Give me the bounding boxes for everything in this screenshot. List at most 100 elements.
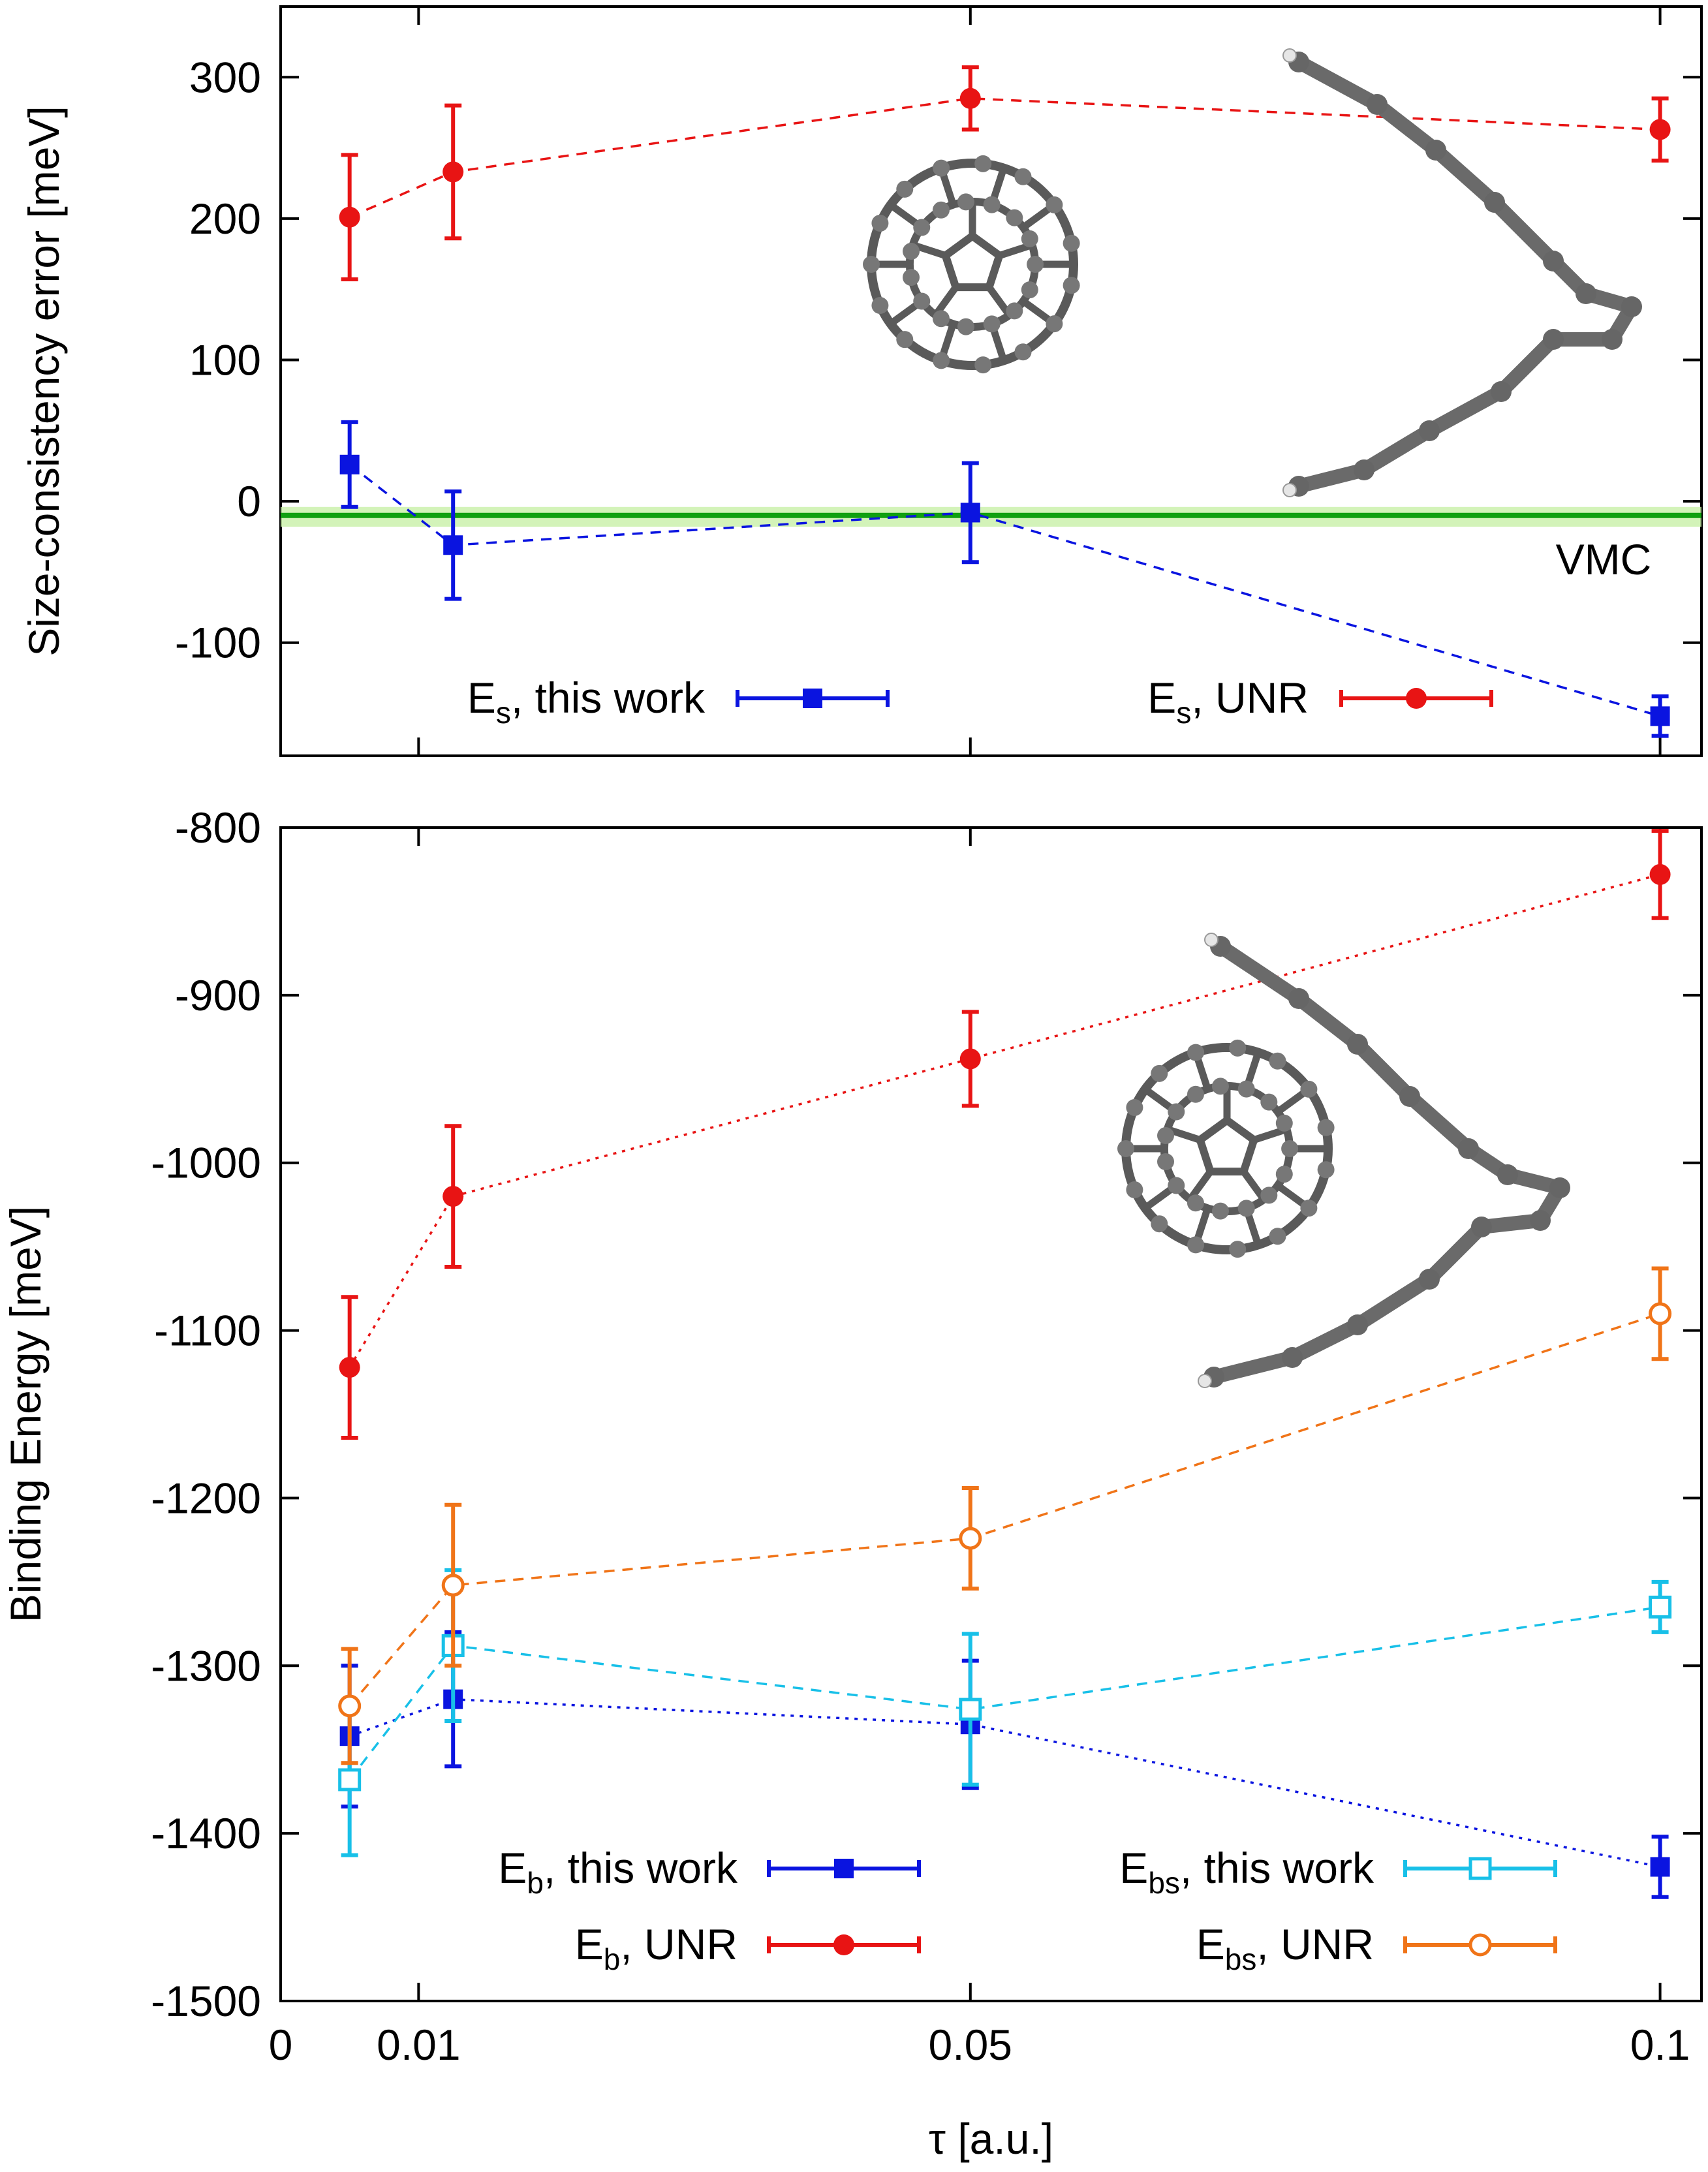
bottom-c60-molecule-atom <box>1126 1181 1143 1199</box>
bottom-c60-molecule-atom <box>1269 1052 1286 1070</box>
e-s-this-work-point <box>443 535 463 555</box>
top-c60-molecule-atom <box>932 201 950 219</box>
bottom-molecule-images <box>1117 933 1570 1388</box>
top-c60-molecule-atom <box>932 310 950 328</box>
bottom-c60-molecule-atom <box>1300 1200 1318 1217</box>
bottom-series-group <box>338 829 1672 1899</box>
top-panel: 300 200 100 0 -100 Size-consistency error [m… <box>20 5 1703 757</box>
bottom-tweezer-molecule-atom <box>1497 1164 1518 1185</box>
bottom-c60-molecule-atom <box>1211 1202 1229 1220</box>
e-s-this-work-line <box>349 463 1661 718</box>
bottom-tweezer-molecule-atom <box>1471 1217 1492 1237</box>
bottom-c60-molecule-atom <box>1157 1153 1174 1170</box>
bottom-ytick-label: -900 <box>175 971 261 1019</box>
top-tweezer-molecule-atom <box>1425 140 1446 161</box>
top-c60-molecule-atom <box>933 159 950 177</box>
bottom-tweezer-molecule-atom <box>1288 988 1309 1009</box>
top-c60-molecule-atom <box>1063 277 1080 294</box>
x-tick-label: 0.1 <box>1630 2021 1690 2069</box>
x-tick-label: 0.01 <box>377 2021 460 2069</box>
e-b-unr-legend-marker <box>833 1934 854 1955</box>
e-s-this-work-legend-marker <box>803 689 822 708</box>
e-s-this-work-legend-label: Es, this work <box>467 674 706 730</box>
e-b-unr-legend-sub: b <box>604 1942 621 1976</box>
top-series-group <box>339 65 1671 738</box>
e-b-unr-legend-main: E <box>575 1920 604 1968</box>
bottom-c60-molecule-atom <box>1187 1085 1204 1103</box>
bottom-ytick-label: -1100 <box>154 1307 261 1355</box>
bottom-plot-frame <box>279 826 1703 2002</box>
top-tweezer-molecule-atom <box>1367 94 1388 115</box>
series-e-bs-unr <box>338 1266 1672 1765</box>
e-bs-unr-legend-label: Ebs, UNR <box>1196 1920 1374 1976</box>
top-c60-molecule-center-pentagon <box>940 231 1004 292</box>
x-tick-label: 0 <box>269 2021 293 2069</box>
bottom-ytick-label: -1500 <box>151 1977 261 2025</box>
top-c60-molecule-atom <box>1046 315 1063 333</box>
bottom-c60-molecule-atom <box>1187 1044 1205 1061</box>
top-c60-molecule-atom <box>1046 196 1063 213</box>
bottom-ytick-label: -1400 <box>151 1809 261 1857</box>
bottom-c60-molecule-atom <box>1260 1093 1278 1111</box>
e-bs-this-work-point <box>1649 1595 1672 1619</box>
bottom-c60-molecule-bond <box>1187 1169 1213 1202</box>
bottom-c60-molecule-atom <box>1317 1161 1335 1179</box>
bottom-c60-molecule-atom <box>1300 1080 1318 1098</box>
e-s-unr-point <box>959 87 981 109</box>
e-bs-this-work-point <box>959 1698 982 1721</box>
top-molecule-images <box>863 48 1642 497</box>
bottom-tweezer-molecule-atom <box>1458 1138 1479 1159</box>
e-s-unr-legend-rest: , UNR <box>1191 674 1309 722</box>
bottom-c60-molecule-atom <box>1237 1200 1255 1217</box>
bottom-c60-molecule-atom <box>1237 1080 1255 1098</box>
x-axis-label: τ [a.u.] <box>929 2115 1053 2163</box>
top-ytick-label: 300 <box>189 53 261 101</box>
top-tweezer-molecule-hydrogen <box>1282 483 1297 497</box>
e-bs-unr-legend-rest: , UNR <box>1256 1920 1374 1968</box>
bottom-tweezer-molecule <box>1198 933 1570 1388</box>
top-c60-molecule-atom <box>957 318 974 335</box>
top-c60-molecule-atom <box>983 315 1001 333</box>
bottom-ytick-label: -1200 <box>151 1474 261 1522</box>
e-bs-unr-legend-main: E <box>1196 1920 1225 1968</box>
top-c60-molecule-atom <box>974 155 992 172</box>
bottom-tweezer-molecule-atom <box>1282 1347 1303 1368</box>
bottom-c60-molecule-atom <box>1151 1064 1168 1082</box>
e-b-unr-point <box>339 1357 360 1378</box>
series-e-s-unr <box>339 65 1671 282</box>
top-c60-molecule-atom <box>1006 302 1023 320</box>
top-legend: Es, this work Es, UNR <box>467 674 1493 730</box>
top-c60-molecule-atom <box>903 243 920 260</box>
top-c60-molecule-atom <box>871 297 889 315</box>
e-bs-this-work-legend-label: Ebs, this work <box>1119 1844 1374 1900</box>
bottom-c60-molecule-atom <box>1275 1114 1293 1132</box>
top-ytick-label: 100 <box>189 336 261 384</box>
bottom-tweezer-molecule-atom <box>1399 1086 1420 1107</box>
e-s-this-work-legend-main: E <box>467 674 496 722</box>
top-c60-molecule-atom <box>1021 230 1038 247</box>
bottom-c60-molecule-bond <box>1166 1126 1202 1143</box>
e-bs-unr-point <box>338 1694 362 1718</box>
top-c60-molecule-bond <box>933 285 959 317</box>
e-s-this-work-point <box>339 454 360 474</box>
bottom-c60-molecule-atom <box>1151 1215 1168 1233</box>
bottom-c60-molecule-atom <box>1157 1127 1174 1145</box>
series-e-bs-this-work <box>338 1568 1672 1857</box>
bottom-tweezer-molecule-atom <box>1530 1210 1551 1231</box>
top-c60-molecule <box>863 155 1080 374</box>
bottom-c60-molecule-center-pentagon <box>1195 1115 1259 1176</box>
bottom-ytick-label: -800 <box>175 803 261 852</box>
top-tweezer-molecule-atom <box>1419 420 1440 441</box>
e-bs-unr-point <box>959 1527 982 1550</box>
e-bs-this-work-line <box>349 1606 1660 1781</box>
e-s-unr-point <box>1649 119 1671 140</box>
top-ytick-label: -100 <box>175 619 261 667</box>
bottom-tweezer-molecule-atom <box>1347 1314 1368 1335</box>
bottom-tweezer-molecule-atom <box>1419 1269 1440 1290</box>
vmc-annotation: VMC <box>1556 535 1652 583</box>
top-c60-molecule-atom <box>903 268 920 286</box>
top-c60-molecule-atom <box>913 292 931 310</box>
e-bs-unr-point <box>1649 1302 1672 1326</box>
